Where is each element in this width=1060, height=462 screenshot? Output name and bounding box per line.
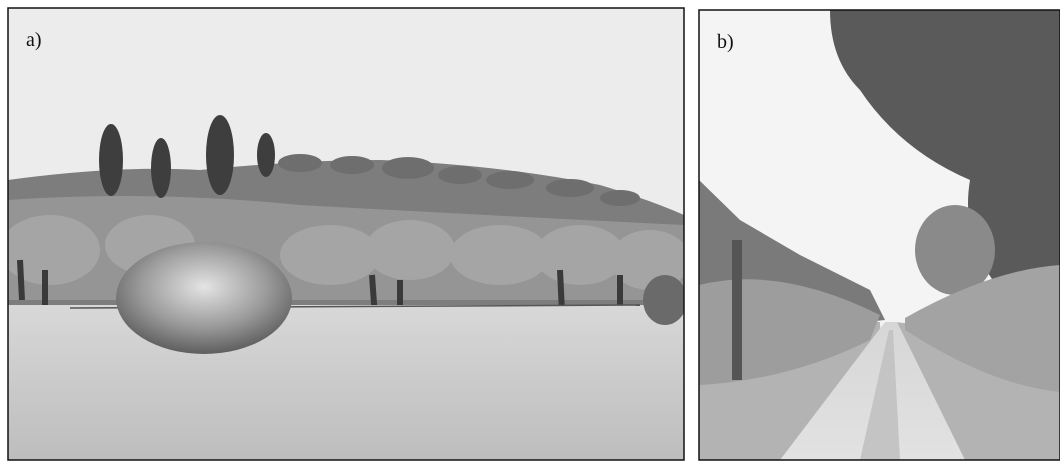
figure: a) b) — [0, 0, 1060, 462]
olive-trees-part — [0, 215, 100, 285]
cypresses-part — [151, 138, 171, 198]
photo-b — [699, 10, 1060, 460]
tree-tops-part — [438, 166, 482, 184]
shrub — [643, 275, 687, 325]
panel-label: b) — [717, 31, 734, 53]
page: a) b) (() => { const data = JSON.parse(d… — [0, 0, 1060, 462]
trunks-part — [20, 260, 22, 300]
olive-trees-part — [365, 220, 455, 280]
cypresses-part — [99, 124, 123, 196]
cypresses-part — [206, 115, 234, 195]
olive-trees-part — [280, 225, 380, 285]
photo-a — [0, 8, 690, 460]
trees-right — [915, 205, 995, 295]
cypresses-part — [257, 133, 275, 177]
oleander-bush — [116, 242, 292, 354]
tree-tops-part — [278, 154, 322, 172]
tree-tops-part — [546, 179, 594, 197]
cypress-trunk — [732, 240, 742, 380]
tree-tops-part — [600, 190, 640, 206]
tree-tops-part — [486, 171, 534, 189]
panel-label: a) — [26, 29, 42, 51]
field — [8, 305, 684, 460]
tree-tops-part — [330, 156, 374, 174]
tree-tops-part — [382, 157, 434, 179]
